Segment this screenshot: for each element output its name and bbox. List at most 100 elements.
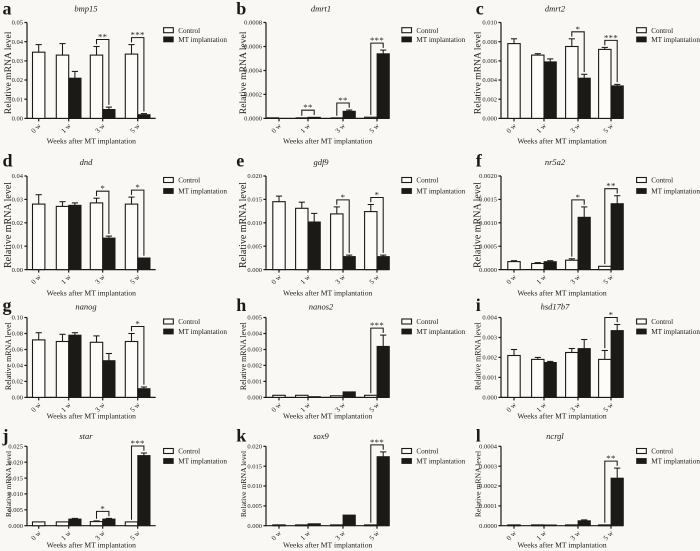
svg-text:Weeks after MT implantation: Weeks after MT implantation [517, 137, 606, 146]
svg-text:l: l [476, 426, 481, 446]
svg-text:Relative mRNA level: Relative mRNA level [473, 182, 484, 268]
svg-text:***: *** [131, 438, 145, 448]
svg-text:Relative mRNA level: Relative mRNA level [4, 451, 13, 517]
svg-text:0.020: 0.020 [247, 444, 262, 451]
svg-text:*: * [100, 503, 105, 513]
svg-text:Control: Control [178, 318, 200, 326]
svg-text:0.015: 0.015 [247, 197, 262, 204]
svg-text:*: * [375, 190, 380, 200]
svg-text:Control: Control [651, 177, 673, 185]
svg-text:f: f [476, 151, 483, 171]
svg-text:*: * [135, 319, 140, 329]
svg-text:Weeks after MT implantation: Weeks after MT implantation [517, 411, 606, 420]
svg-text:**: ** [606, 453, 615, 463]
svg-text:nanos2: nanos2 [309, 302, 334, 312]
svg-text:0.0008: 0.0008 [244, 20, 262, 27]
svg-text:0.000: 0.000 [247, 523, 262, 530]
svg-text:0.0002: 0.0002 [479, 483, 497, 490]
svg-text:bmp15: bmp15 [74, 4, 97, 14]
svg-text:0.03: 0.03 [12, 197, 23, 204]
svg-text:*: * [576, 192, 581, 202]
svg-text:Relative mRNA level: Relative mRNA level [239, 321, 248, 390]
svg-text:0.0000: 0.0000 [244, 116, 262, 123]
svg-text:0.0015: 0.0015 [479, 197, 497, 204]
svg-text:Relative mRNA level: Relative mRNA level [473, 31, 484, 114]
svg-text:ncrgl: ncrgl [546, 431, 564, 441]
svg-text:0.006: 0.006 [482, 58, 497, 65]
svg-text:**: ** [606, 181, 615, 191]
svg-text:0.000: 0.000 [8, 523, 23, 530]
svg-text:***: *** [131, 30, 145, 40]
svg-text:0.015: 0.015 [8, 475, 23, 482]
svg-text:0.010: 0.010 [247, 483, 262, 490]
svg-text:Control: Control [651, 27, 673, 35]
svg-text:Weeks after MT implantation: Weeks after MT implantation [517, 540, 606, 549]
svg-text:*: * [135, 182, 140, 192]
svg-text:***: *** [370, 35, 384, 45]
svg-text:0.002: 0.002 [247, 363, 262, 370]
svg-text:0.008: 0.008 [482, 39, 497, 46]
svg-text:Control: Control [178, 448, 200, 456]
svg-text:*: * [341, 192, 346, 202]
svg-text:0.003: 0.003 [482, 335, 497, 342]
svg-text:Weeks after MT implantation: Weeks after MT implantation [47, 137, 136, 146]
svg-text:star: star [79, 431, 93, 441]
svg-text:MT implantation: MT implantation [651, 188, 700, 196]
svg-text:hsd17b7: hsd17b7 [541, 302, 571, 312]
svg-text:0.10: 0.10 [12, 315, 23, 322]
svg-text:0.0002: 0.0002 [244, 92, 262, 99]
svg-text:0.010: 0.010 [482, 20, 497, 27]
svg-text:Control: Control [416, 27, 438, 35]
svg-text:i: i [476, 295, 481, 315]
svg-text:0.04: 0.04 [12, 173, 24, 180]
svg-text:**: ** [303, 102, 312, 112]
svg-text:MT implantation: MT implantation [178, 328, 227, 336]
svg-text:Relative mRNA level: Relative mRNA level [4, 321, 13, 390]
svg-text:dmrt1: dmrt1 [311, 4, 331, 14]
svg-text:0.004: 0.004 [247, 331, 262, 338]
svg-text:0.00: 0.00 [12, 116, 23, 123]
svg-text:MT implantation: MT implantation [178, 188, 227, 196]
svg-text:0.04: 0.04 [12, 39, 24, 46]
svg-text:0.0006: 0.0006 [244, 44, 263, 51]
svg-text:0.002: 0.002 [482, 355, 497, 362]
svg-text:b: b [236, 0, 246, 19]
svg-text:**: ** [338, 95, 347, 105]
svg-text:sox9: sox9 [313, 431, 329, 441]
svg-text:*: * [609, 310, 614, 320]
svg-text:Weeks after MT implantation: Weeks after MT implantation [283, 137, 372, 146]
svg-text:Relative mRNA level: Relative mRNA level [238, 31, 249, 114]
svg-text:Weeks after MT implantation: Weeks after MT implantation [283, 540, 372, 549]
svg-text:Relative mRNA level: Relative mRNA level [3, 31, 14, 114]
svg-text:0.02: 0.02 [12, 220, 23, 227]
svg-text:Control: Control [178, 27, 200, 35]
svg-text:0.002: 0.002 [482, 96, 497, 103]
svg-text:Control: Control [651, 448, 673, 456]
svg-text:Relative mRNA level: Relative mRNA level [474, 321, 483, 390]
svg-text:gdf9: gdf9 [313, 157, 329, 167]
svg-text:0.0004: 0.0004 [244, 68, 263, 75]
svg-text:0.0003: 0.0003 [479, 463, 497, 470]
svg-text:0.0000: 0.0000 [479, 267, 497, 274]
svg-text:MT implantation: MT implantation [416, 36, 465, 44]
svg-text:0.0005: 0.0005 [479, 243, 497, 250]
svg-text:***: *** [370, 320, 384, 330]
svg-text:0.0010: 0.0010 [479, 220, 497, 227]
svg-text:0.025: 0.025 [8, 444, 23, 451]
svg-text:MT implantation: MT implantation [178, 36, 227, 44]
svg-text:0.000: 0.000 [247, 267, 262, 274]
svg-text:e: e [236, 151, 244, 171]
svg-text:0.04: 0.04 [12, 363, 24, 370]
svg-text:0.0001: 0.0001 [479, 503, 497, 510]
svg-text:0.005: 0.005 [247, 503, 262, 510]
svg-text:0.001: 0.001 [482, 375, 497, 382]
svg-text:0.004: 0.004 [482, 77, 497, 84]
svg-text:**: ** [98, 32, 107, 42]
svg-text:0.08: 0.08 [12, 331, 23, 338]
svg-text:0.003: 0.003 [247, 347, 262, 354]
svg-text:0.05: 0.05 [12, 20, 23, 27]
svg-text:dmrt2: dmrt2 [545, 4, 566, 14]
svg-text:0.01: 0.01 [12, 243, 23, 250]
svg-text:h: h [236, 295, 246, 315]
svg-text:Weeks after MT implantation: Weeks after MT implantation [47, 411, 136, 420]
